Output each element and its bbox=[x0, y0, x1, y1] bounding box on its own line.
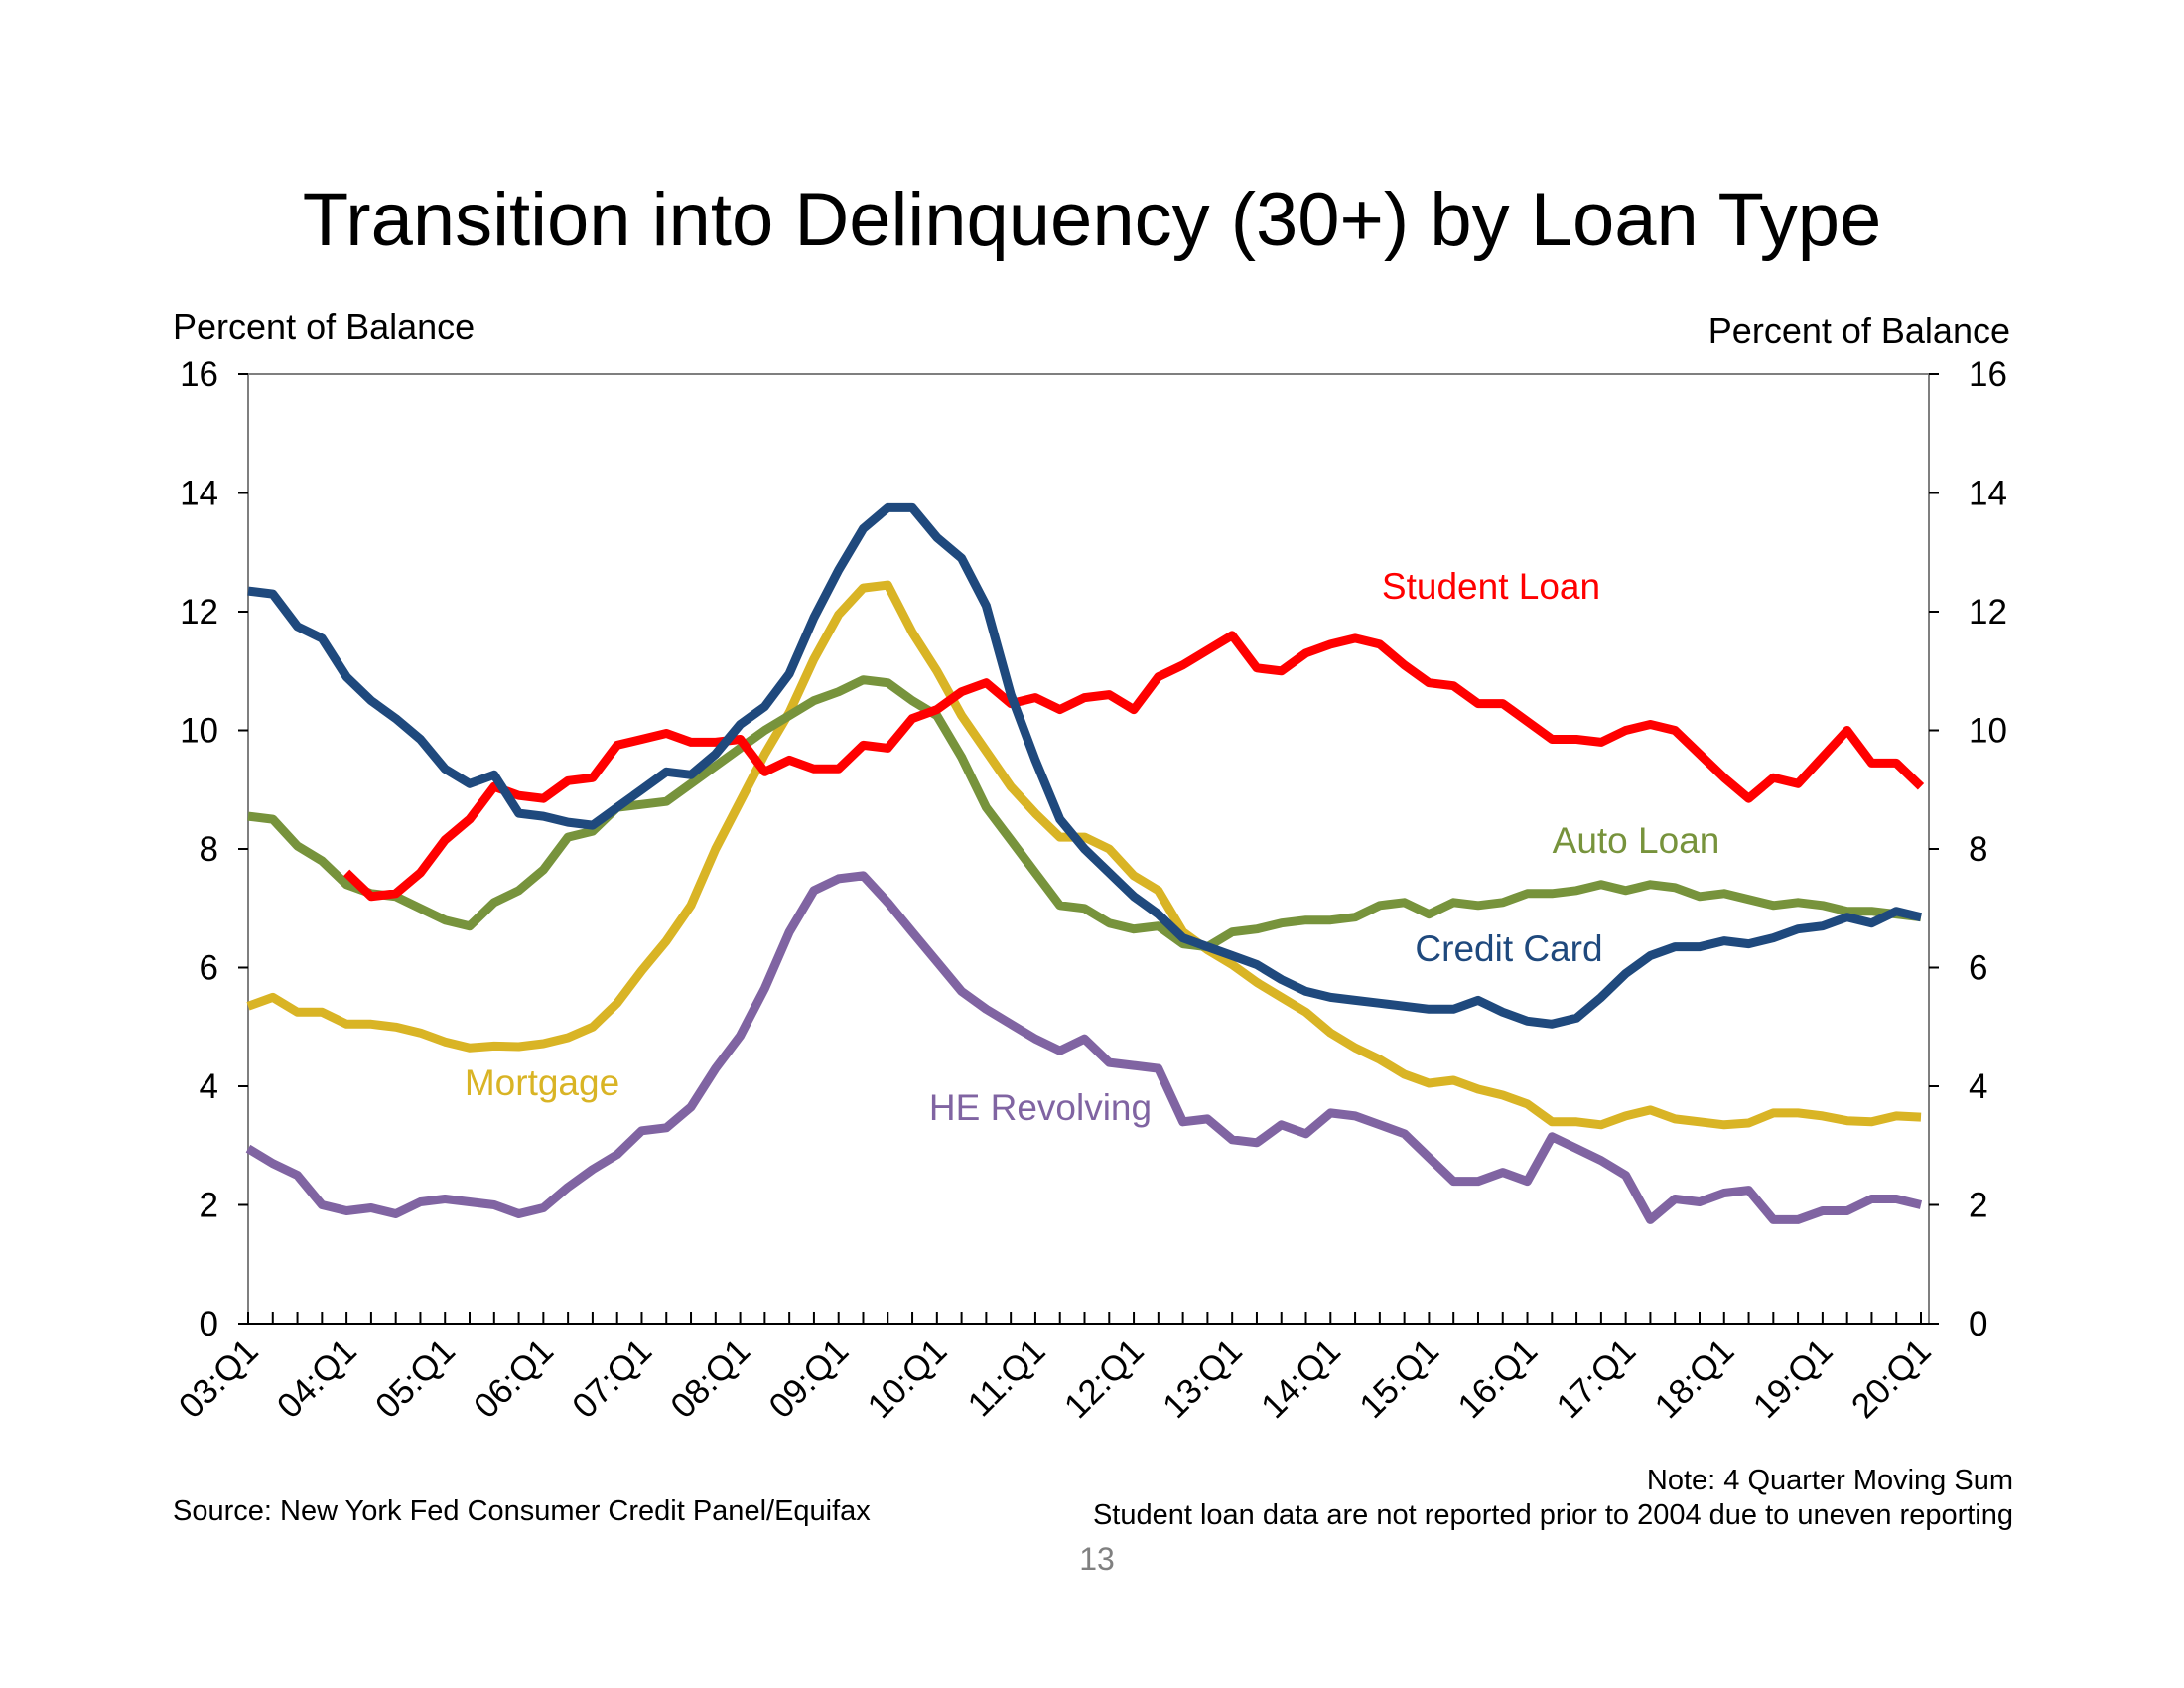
x-tick-label: 12:Q1 bbox=[1057, 1332, 1152, 1426]
y-tick-label-left: 16 bbox=[180, 355, 218, 394]
y-axis-label-left: Percent of Balance bbox=[173, 306, 476, 347]
y-tick-label-left: 2 bbox=[200, 1187, 218, 1225]
source-note: Source: New York Fed Consumer Credit Pan… bbox=[173, 1495, 871, 1527]
x-tick-label: 10:Q1 bbox=[860, 1332, 954, 1426]
y-tick-label-left: 4 bbox=[200, 1067, 218, 1106]
x-tick-label: 17:Q1 bbox=[1549, 1332, 1643, 1426]
series-line-he-revolving bbox=[245, 871, 1923, 1224]
page-number: 13 bbox=[1079, 1541, 1115, 1577]
y-tick-label-right: 2 bbox=[1969, 1187, 1987, 1225]
y-tick-label-right: 10 bbox=[1969, 712, 2007, 751]
series-label-he-revolving: HE Revolving bbox=[929, 1087, 1152, 1128]
student-loan-note: Student loan data are not reported prior… bbox=[1092, 1499, 2013, 1531]
y-axis-label-right: Percent of Balance bbox=[1707, 310, 2010, 351]
x-tick-label: 05:Q1 bbox=[368, 1332, 463, 1426]
series-line-credit-card bbox=[247, 502, 1923, 1029]
series-label-student-loan: Student Loan bbox=[1382, 566, 1600, 607]
x-tick-label: 14:Q1 bbox=[1254, 1332, 1348, 1426]
y-tick-label-left: 6 bbox=[200, 949, 218, 988]
series-line-student-loan bbox=[342, 631, 1925, 902]
x-tick-label: 11:Q1 bbox=[960, 1332, 1052, 1424]
moving-sum-note: Note: 4 Quarter Moving Sum bbox=[1646, 1465, 2013, 1496]
series-layer bbox=[245, 502, 1925, 1224]
x-tick-label: 20:Q1 bbox=[1844, 1332, 1939, 1426]
y-tick-label-left: 14 bbox=[180, 475, 218, 513]
y-tick-label-right: 0 bbox=[1969, 1305, 1987, 1343]
x-tick-label: 06:Q1 bbox=[467, 1332, 561, 1426]
chart-title: Transition into Delinquency (30+) by Loa… bbox=[302, 178, 1882, 262]
y-tick-label-left: 12 bbox=[180, 593, 218, 632]
series-label-mortgage: Mortgage bbox=[465, 1062, 619, 1103]
series-label-credit-card: Credit Card bbox=[1415, 928, 1602, 969]
y-tick-label-right: 16 bbox=[1969, 355, 2007, 394]
series-line-mortgage bbox=[246, 580, 1922, 1130]
y-tick-label-right: 4 bbox=[1969, 1067, 1987, 1106]
x-tick-label: 18:Q1 bbox=[1647, 1332, 1741, 1426]
x-tick-label: 07:Q1 bbox=[565, 1332, 659, 1426]
series-labels: Student Loan Auto Loan Credit Card Mortgage… bbox=[465, 566, 1720, 1128]
y-tick-label-left: 10 bbox=[180, 712, 218, 751]
x-tick-label: 09:Q1 bbox=[761, 1332, 856, 1426]
y-tick-label-right: 8 bbox=[1969, 830, 1987, 869]
x-tick-label: 13:Q1 bbox=[1156, 1332, 1250, 1426]
x-tick-label: 04:Q1 bbox=[270, 1332, 364, 1426]
y-tick-label-left: 8 bbox=[200, 830, 218, 869]
x-tick-label: 15:Q1 bbox=[1352, 1332, 1446, 1426]
y-tick-label-left: 0 bbox=[200, 1305, 218, 1343]
y-tick-label-right: 14 bbox=[1969, 475, 2007, 513]
chart-axes: 0 0 2 2 4 4 6 6 8 8 10 10 12 12 14 14 16 16 03:Q1 04:Q1 05:Q… bbox=[172, 355, 2007, 1426]
y-tick-label-right: 12 bbox=[1969, 593, 2007, 632]
series-label-auto-loan: Auto Loan bbox=[1553, 820, 1720, 861]
x-tick-label: 16:Q1 bbox=[1450, 1332, 1545, 1426]
y-tick-label-right: 6 bbox=[1969, 949, 1987, 988]
series-line-auto-loan bbox=[247, 675, 1922, 952]
x-tick-label: 08:Q1 bbox=[663, 1332, 757, 1426]
x-tick-label: 03:Q1 bbox=[172, 1332, 266, 1426]
x-tick-label: 19:Q1 bbox=[1746, 1332, 1841, 1426]
